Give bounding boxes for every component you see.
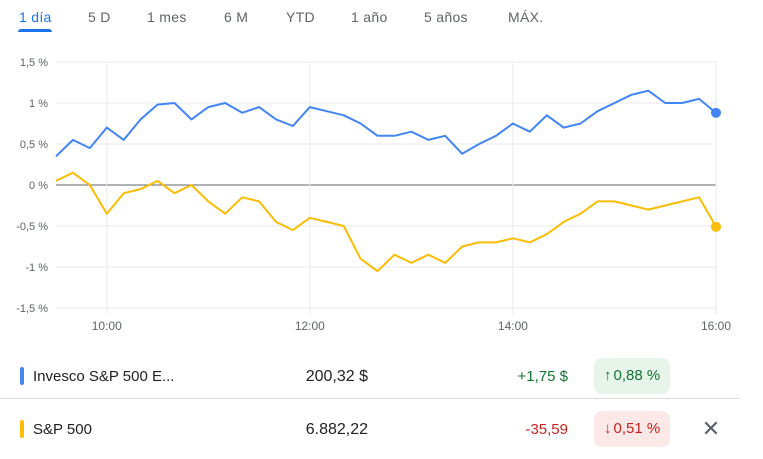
legend-row-sp500[interactable]: S&P 500 6.882,22 -35,59 ↓ 0,51 % ✕ [0,408,740,452]
y-tick-label: 0 % [29,180,48,192]
arrow-up-icon: ↑ [604,367,612,384]
security-price: 6.882,22 [305,421,368,438]
x-tick-label: 14:00 [498,319,528,333]
y-tick-label: 1,5 % [20,57,48,69]
series-color-swatch [20,367,24,385]
tab-1-year[interactable]: 1 año [351,9,388,25]
percent-change-badge: ↓ 0,51 % [594,411,671,447]
legend-row-invesco[interactable]: Invesco S&P 500 E... 200,32 $ +1,75 $ ↑ 0… [0,355,740,399]
series-line-1 [55,171,717,273]
range-tabs: 1 día 5 D 1 mes 6 M YTD 1 año 5 años MÁX… [0,0,763,36]
remove-comparison-close-icon[interactable]: ✕ [701,416,721,441]
price-change: +1,75 $ [517,368,568,385]
percent-change-badge: ↑ 0,88 % [594,358,671,394]
active-tab-indicator [18,29,52,32]
tab-1-month[interactable]: 1 mes [147,9,187,25]
series-color-swatch [20,420,24,438]
y-tick-label: 0,5 % [20,139,48,151]
series-end-point-1 [711,221,721,232]
y-tick-label: 1 % [29,98,48,110]
series-end-point-0 [711,107,721,118]
tab-6-months[interactable]: 6 M [224,9,249,25]
percent-change-value: 0,88 % [613,367,661,384]
tab-5-years[interactable]: 5 años [424,9,468,25]
tab-5-days[interactable]: 5 D [88,9,111,25]
x-tick-label: 16:00 [701,319,731,333]
x-tick-label: 12:00 [295,319,325,333]
y-tick-label: -1 % [25,262,48,274]
y-tick-label: -1,5 % [16,303,48,315]
series-line-0 [55,89,717,158]
security-price: 200,32 $ [305,368,368,385]
tab-ytd[interactable]: YTD [286,9,315,25]
percent-change-value: 0,51 % [613,420,661,437]
tab-1-day[interactable]: 1 día [19,9,52,25]
line-chart[interactable]: 1,5 % 1 % 0,5 % 0 % -0,5 % -1 % -1,5 % 10:00 12:… [0,40,763,345]
security-name: Invesco S&P 500 E... [33,368,175,385]
price-change: -35,59 [525,421,568,438]
y-tick-label: -0,5 % [16,221,48,233]
arrow-down-icon: ↓ [604,420,612,437]
security-name: S&P 500 [33,421,92,438]
tab-max[interactable]: MÁX. [508,9,544,25]
x-tick-label: 10:00 [92,319,122,333]
